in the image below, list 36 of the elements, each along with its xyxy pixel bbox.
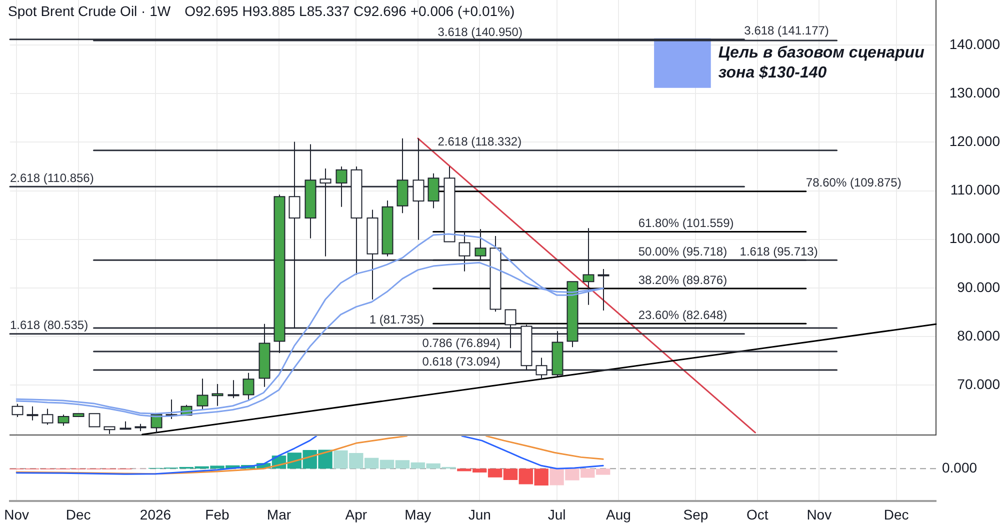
annotation: 50.00% (95.718) — [638, 244, 728, 258]
x-tick-label: Apr — [345, 506, 368, 522]
y-tick-label: 130.000 — [949, 84, 1000, 101]
y-tick-label: 80.000 — [957, 327, 1000, 344]
y-tick-label: 100.000 — [949, 230, 1000, 246]
x-tick-label: Aug — [606, 506, 631, 522]
x-tick-label: Jun — [468, 506, 491, 522]
annotation: 23.60% (82.648) — [638, 308, 728, 322]
annotation: 38.20% (89.876) — [638, 272, 728, 287]
y-tick-label: 110.000 — [950, 182, 1000, 198]
y-tick-label: 140.000 — [949, 36, 1000, 52]
y-tick-label: 70.000 — [957, 376, 1000, 392]
x-tick-label: Nov — [4, 506, 30, 522]
annotation: 1.618 (95.713) — [740, 244, 818, 258]
x-tick-label: Oct — [746, 506, 768, 522]
annotation: 3.618 (140.950) — [438, 24, 522, 39]
ref-line-label: 0.000 — [942, 459, 978, 476]
y-tick-label: 90.000 — [957, 278, 1000, 295]
annotation: 2.618 (110.856) — [10, 170, 94, 185]
annotation: 61.80% (101.559) — [638, 216, 734, 230]
chart-title: Spot Brent Crude Oil · 1W — [8, 2, 172, 19]
x-tick-label: Nov — [806, 506, 832, 522]
x-tick-label: May — [404, 506, 432, 522]
x-tick-label: Feb — [205, 506, 230, 522]
x-tick-label: Sep — [683, 506, 708, 522]
x-tick-label: Dec — [884, 506, 909, 522]
x-tick-label: Mar — [266, 506, 292, 522]
x-tick-label: Dec — [66, 506, 91, 522]
annotation: Цель в базовом сценарии зона $130-140 — [718, 44, 925, 82]
annotation: 2.618 (118.332) — [438, 134, 522, 149]
x-tick-label: Jul — [548, 506, 566, 522]
x-tick-label: 2026 — [140, 506, 172, 522]
chart-subtitle: O92.695 H93.885 L85.337 C92.696 +0.006 (+0.01%) — [184, 2, 515, 19]
annotation: 3.618 (141.177) — [744, 24, 829, 38]
y-tick-label: 120.000 — [949, 133, 1000, 150]
annotation: 78.60% (109.875) — [806, 176, 902, 190]
